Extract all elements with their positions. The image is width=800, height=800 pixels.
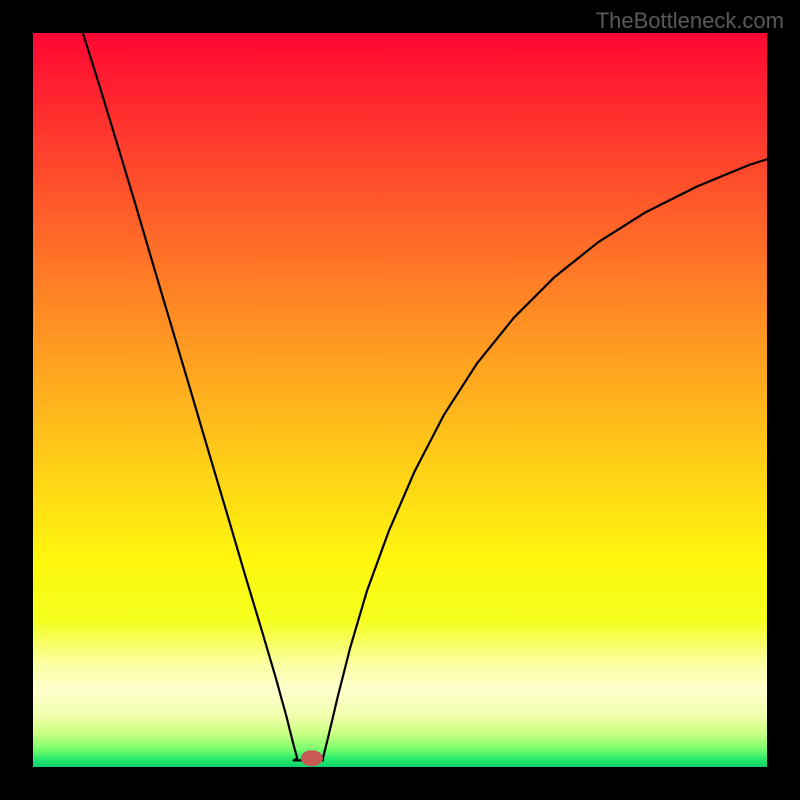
bottleneck-curve — [83, 33, 767, 760]
curve-layer — [33, 33, 767, 767]
optimum-marker — [301, 750, 323, 766]
plot-area — [33, 33, 767, 767]
watermark-text: TheBottleneck.com — [596, 8, 784, 34]
